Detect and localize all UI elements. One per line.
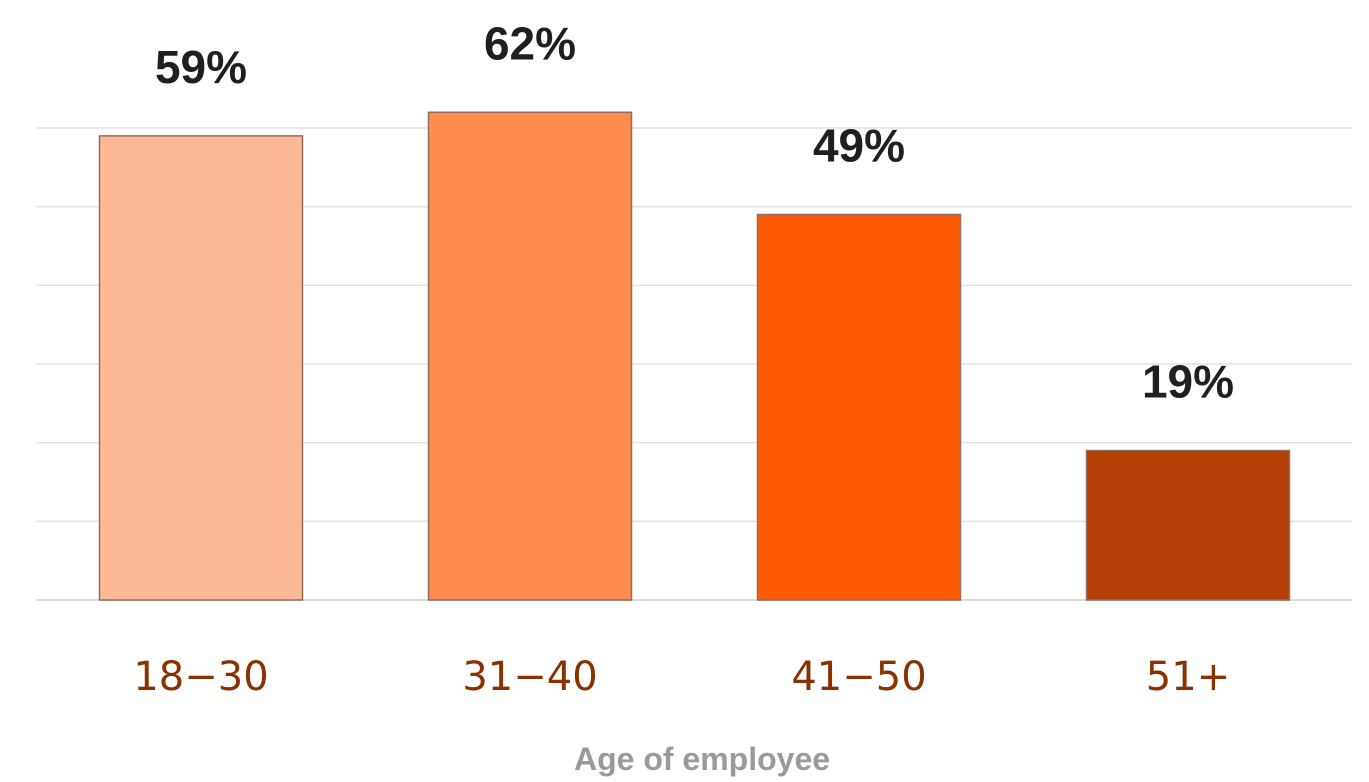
x-tick-label-31-40: 31−40 xyxy=(462,654,597,700)
bars xyxy=(98,111,1291,601)
x-tick-label-51+: 51+ xyxy=(1146,654,1230,700)
value-label-18-30: 59% xyxy=(155,41,247,93)
x-tick-label-41-50: 41−50 xyxy=(791,654,926,700)
value-label-41-50: 49% xyxy=(813,120,905,172)
bar-41-50 xyxy=(756,213,962,601)
bar-18-30 xyxy=(98,135,304,601)
x-tick-labels: 18−30 31−40 41−50 51+ xyxy=(133,654,1230,700)
value-labels: 59% 62% 49% 19% xyxy=(155,17,1234,407)
bar-51+ xyxy=(1085,449,1291,601)
x-axis-title: Age of employee xyxy=(574,741,830,777)
bar-31-40 xyxy=(427,111,633,601)
value-label-51+: 19% xyxy=(1142,356,1234,408)
x-tick-label-18-30: 18−30 xyxy=(133,654,268,700)
value-label-31-40: 62% xyxy=(484,17,576,69)
